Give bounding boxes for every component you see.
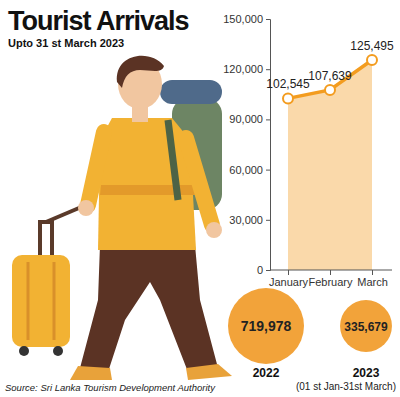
y-tick: 150,000: [223, 13, 270, 25]
hair: [117, 56, 164, 88]
y-tick-mark: [266, 119, 270, 120]
x-tick: March: [357, 270, 388, 288]
bubble-category: 2023: [353, 366, 380, 380]
y-tick-label: 0: [257, 264, 263, 276]
marker: [367, 55, 377, 65]
suitcase-stripe: [53, 262, 56, 340]
hand: [78, 200, 94, 216]
infographic: Tourist ArrivalsUpto 31 st March 2023 0 30…: [0, 0, 400, 397]
y-tick: 120,000: [223, 63, 270, 75]
arm: [88, 132, 104, 205]
shoe: [70, 366, 112, 380]
y-tick-mark: [266, 19, 270, 20]
y-tick-mark: [266, 270, 270, 271]
y-tick-mark: [266, 220, 270, 221]
area: [288, 60, 372, 270]
y-tick-label: 90,000: [229, 113, 263, 125]
suitcase-handle: [40, 222, 52, 258]
y-tick-mark: [266, 69, 270, 70]
subtitle: Upto 31 st March 2023: [8, 37, 124, 49]
x-tick-label: January: [269, 276, 309, 288]
source: Source: Sri Lanka Tourism Development Au…: [5, 382, 216, 393]
x-tick-label: March: [357, 276, 388, 288]
marker: [325, 85, 335, 95]
shirt-stripe: [100, 185, 195, 195]
x-tick: January: [269, 270, 309, 288]
y-tick-label: 120,000: [223, 63, 263, 75]
x-tick: February: [308, 270, 353, 288]
x-tick-mark: [288, 270, 289, 275]
data-label: 125,495: [350, 39, 394, 53]
x-tick-mark: [330, 270, 331, 275]
title: Tourist Arrivals: [8, 6, 189, 36]
bubble-label: 335,679: [344, 320, 388, 334]
bubble: [228, 288, 304, 364]
annotation: (01 st Jan-31st March): [296, 381, 396, 392]
bubble-texts: 719,978 2022 335,679 2023(01 st Jan-31st Ma…: [241, 318, 396, 392]
arm: [186, 138, 212, 225]
shoe: [186, 364, 232, 380]
trousers: [80, 245, 218, 372]
illustration: [12, 56, 232, 380]
bubbles: [228, 288, 392, 364]
bubble-category: 2022: [253, 366, 280, 380]
y-tick: 30,000: [229, 214, 270, 226]
wheel: [53, 346, 63, 356]
y-tick: 60,000: [229, 164, 270, 176]
y-axis: 0 30,000 60,000 90,000 120,000 150,000: [223, 13, 270, 276]
data-labels: 102,545107,639 125,495: [266, 39, 394, 91]
x-tick-label: February: [308, 276, 353, 288]
data-label: 107,639: [308, 69, 352, 83]
y-tick-label: 30,000: [229, 214, 263, 226]
wheel: [19, 346, 29, 356]
data-label: 102,545: [266, 77, 310, 91]
marker: [283, 93, 293, 103]
y-axis-line: [266, 20, 271, 271]
x-tick-mark: [372, 270, 373, 275]
bedroll: [160, 80, 222, 104]
y-tick-label: 60,000: [229, 164, 263, 176]
y-tick: 90,000: [229, 113, 270, 125]
x-axis: JanuaryFebruary March: [269, 270, 392, 288]
suitcase-stripe: [27, 262, 30, 340]
y-tick: 0: [257, 264, 270, 276]
y-tick-label: 150,000: [223, 13, 263, 25]
hand: [206, 222, 222, 238]
bubble: [340, 300, 392, 352]
y-tick-mark: [266, 170, 270, 171]
suitcase: [12, 255, 70, 347]
strap: [168, 120, 178, 200]
bubble-label: 719,978: [241, 318, 292, 334]
